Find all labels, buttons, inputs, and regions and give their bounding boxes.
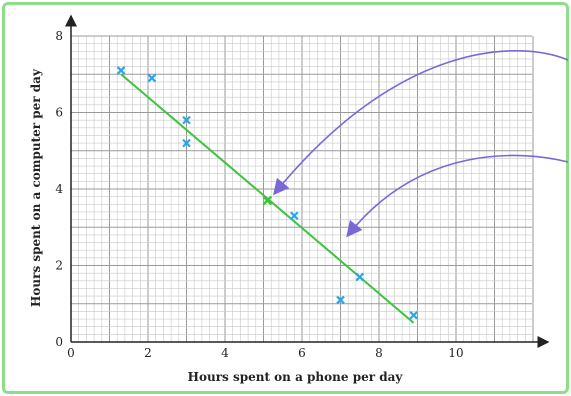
data-point (147, 73, 157, 83)
data-point-stroke (182, 138, 191, 148)
x-axis-label: Hours spent on a phone per day (188, 370, 404, 384)
y-tick-label: 8 (55, 29, 63, 43)
best-fit-line (120, 73, 415, 324)
data-point-stroke (336, 295, 345, 305)
annotation-arrows (273, 50, 569, 238)
y-tick-label: 6 (55, 106, 63, 120)
data-point-stroke (182, 115, 191, 125)
data-point (182, 138, 191, 148)
data-point (116, 66, 126, 75)
data-point-stroke (409, 310, 418, 320)
y-tick-label: 0 (55, 335, 63, 349)
mean-point-stroke (262, 195, 273, 206)
axes (65, 14, 550, 348)
y-tick-label: 2 (55, 259, 63, 273)
x-tick-label: 6 (298, 346, 306, 360)
data-point-stroke (355, 272, 365, 282)
data-point (409, 310, 418, 320)
x-tick-label: 8 (375, 346, 383, 360)
x-tick-label: 0 (67, 346, 75, 360)
y-tick-label: 4 (55, 182, 63, 196)
data-point-stroke (116, 66, 126, 75)
data-point (355, 272, 365, 282)
x-tick-label: 4 (221, 346, 229, 360)
annotation-arrow (273, 50, 569, 196)
data-point (336, 295, 345, 305)
data-point-stroke (147, 73, 157, 83)
x-tick-label: 2 (144, 346, 152, 360)
mean-point (262, 195, 273, 206)
tick-labels: 0 2 4 6 8 10 0 2 4 6 8 (55, 29, 463, 360)
data-point (182, 115, 191, 125)
data-point-stroke (290, 211, 299, 221)
x-tick-label: 10 (448, 346, 463, 360)
best-fit-line-group (120, 73, 415, 324)
data-point (290, 211, 299, 221)
annotation-arrow (346, 154, 569, 238)
data-points (116, 66, 418, 320)
y-axis-label: Hours spent on a computer per day (29, 68, 43, 307)
grid (70, 35, 534, 343)
